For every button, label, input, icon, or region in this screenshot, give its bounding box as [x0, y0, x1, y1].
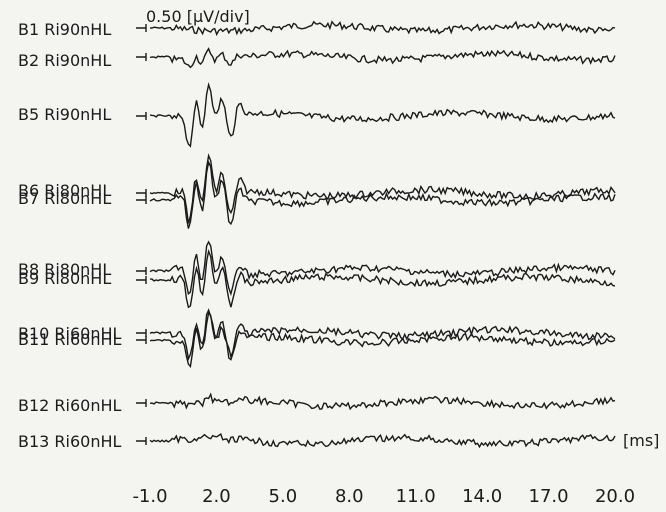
trace-line	[149, 240, 616, 297]
trace-start-marker	[136, 437, 147, 445]
trace-line	[149, 47, 616, 69]
trace-start-marker	[136, 267, 147, 275]
x-tick-label: 8.0	[335, 486, 364, 507]
trace-start-marker	[136, 112, 147, 120]
x-tick-label: 11.0	[396, 486, 436, 507]
scale-label: 0.50 [µV/div]	[146, 7, 250, 26]
trace-start-marker	[136, 336, 147, 344]
x-tick-label: 14.0	[462, 486, 502, 507]
trace-label: B2 Ri90nHL	[18, 51, 111, 70]
x-tick-label: 20.0	[595, 486, 635, 507]
trace-label: B5 Ri90nHL	[18, 105, 111, 124]
trace-label: B9 Ri80nHL	[18, 269, 111, 288]
trace-label: B13 Ri60nHL	[18, 432, 122, 451]
trace-start-marker	[136, 24, 147, 32]
trace-start-marker	[136, 189, 147, 197]
x-unit-label: [ms]	[623, 431, 659, 450]
x-tick-label: 17.0	[529, 486, 569, 507]
trace-line	[149, 433, 616, 449]
x-axis-ticks: -1.0 2.0 5.0 8.0 11.0 14.0 17.0 20.0	[132, 486, 635, 507]
x-tick-label: 5.0	[269, 486, 298, 507]
trace-line	[150, 248, 616, 309]
x-tick-label: 2.0	[202, 486, 231, 507]
trace-line	[149, 311, 616, 369]
trace-start-marker	[136, 53, 147, 61]
trace-start-marker	[136, 329, 147, 337]
trace-label: B12 Ri60nHL	[18, 396, 122, 415]
trace-line	[149, 20, 616, 37]
trace-start-marker	[136, 276, 147, 284]
trace-label: B8 Ri80nHL	[18, 260, 111, 279]
trace-lines	[136, 20, 616, 449]
trace-line	[149, 81, 616, 148]
trace-start-marker	[136, 196, 147, 204]
trace-label: B11 Ri60nHL	[18, 330, 122, 349]
trace-line	[149, 153, 616, 224]
trace-line	[149, 392, 616, 411]
trace-line	[149, 160, 616, 229]
trace-label: B6 Ri80nHL	[18, 181, 111, 200]
trace-label: B7 Ri80nHL	[18, 189, 111, 208]
trace-label: B10 Ri60nHL	[18, 324, 122, 343]
trace-labels: B1 Ri90nHL B2 Ri90nHL B5 Ri90nHL B6 Ri80nHL…	[18, 20, 122, 451]
x-tick-label: -1.0	[132, 486, 167, 507]
trace-label: B1 Ri90nHL	[18, 20, 111, 39]
trace-start-marker	[136, 399, 147, 407]
